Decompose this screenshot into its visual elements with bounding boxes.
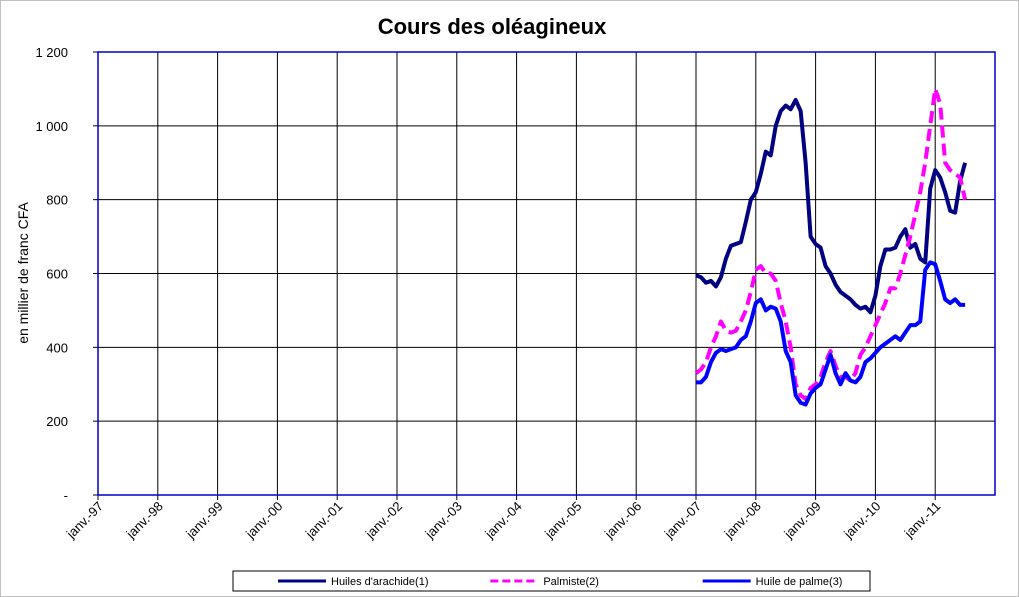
y-tick-label: 200 [46,414,68,429]
y-tick-label: - [64,488,68,503]
series-line [694,86,968,402]
chart-title: Cours des oléagineux [378,14,607,39]
legend-label: Huiles d'arachide(1) [331,576,428,588]
legend-label: Huile de palme(3) [756,576,843,588]
plot-frame [97,51,996,496]
y-tick-label: 600 [46,267,68,282]
series-line [695,97,968,315]
y-tick-label: 400 [46,340,68,355]
y-tick-label: 1 000 [35,119,68,134]
y-tick-label: 800 [46,193,68,208]
legend-box [232,570,871,592]
y-axis-label: en millier de franc CFA [15,202,31,344]
legend-label: Palmiste(2) [543,576,599,588]
series-line [696,260,966,407]
y-tick-label: 1 200 [35,45,68,60]
